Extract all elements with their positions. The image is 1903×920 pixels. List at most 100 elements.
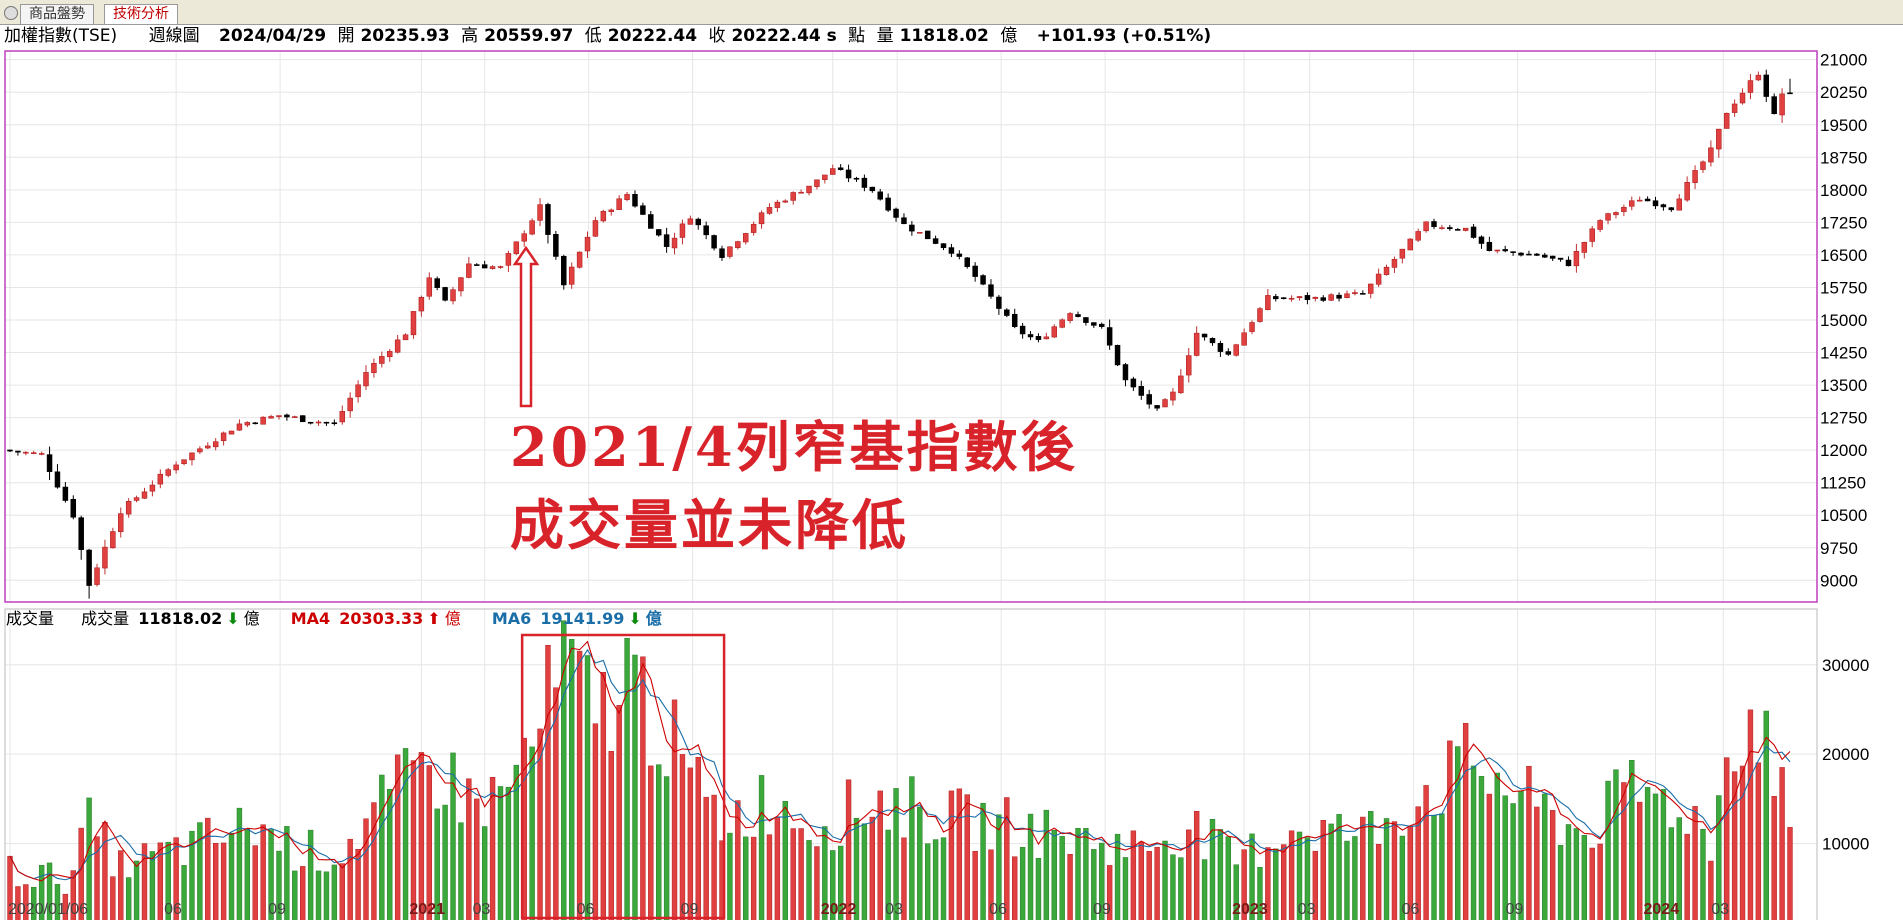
candle-body	[1478, 236, 1485, 244]
volume-bar	[442, 804, 448, 920]
volume-bar	[1455, 746, 1461, 920]
candle-body	[54, 471, 61, 488]
time-tick-label: 2023	[1232, 901, 1268, 918]
candle-body	[1787, 92, 1793, 95]
candle-body	[1716, 128, 1722, 150]
candle-body	[386, 351, 393, 358]
tab-technical-analysis[interactable]: 技術分析	[104, 4, 178, 24]
volume-bar	[671, 699, 678, 920]
price-tick-label: 17250	[1820, 213, 1867, 232]
candle-body	[1636, 199, 1643, 202]
candle-body	[996, 296, 1002, 309]
volume-bar	[70, 870, 76, 920]
unit-label: 點	[848, 26, 866, 46]
candle-body	[1288, 297, 1295, 300]
candle-body	[1138, 386, 1145, 396]
arrow-down-icon: ⬇	[226, 609, 240, 628]
volume-bar	[909, 776, 915, 920]
candle-body	[893, 208, 899, 218]
volume-bar	[1114, 833, 1121, 920]
candle-body	[1059, 319, 1065, 328]
symbol-name: 加權指數(TSE)	[4, 26, 118, 46]
volume-bar	[790, 828, 796, 920]
price-panel-frame	[4, 50, 1818, 603]
volume-bar	[1019, 847, 1026, 920]
volume-bar	[315, 870, 322, 920]
candle-body	[1162, 399, 1168, 408]
candle-body	[1186, 355, 1192, 376]
volume-bar	[1478, 776, 1485, 920]
volume-bar	[1344, 840, 1350, 920]
tab-bar-menu-icon[interactable]	[4, 6, 18, 20]
candle-body	[814, 179, 820, 187]
volume-bar	[687, 767, 694, 920]
candle-body	[1170, 391, 1176, 401]
volume-bar	[1004, 797, 1010, 920]
tab-market-overview[interactable]: 商品盤勢	[20, 4, 94, 24]
price-tick-label: 20250	[1820, 83, 1867, 102]
volume-bar	[46, 862, 53, 920]
volume-bar	[1510, 803, 1516, 920]
candle-body	[1193, 332, 1200, 356]
volume-bar	[1739, 765, 1746, 920]
candle-body	[70, 498, 77, 518]
volume-bar	[1526, 765, 1532, 920]
candle-body	[711, 235, 717, 249]
highlight-box	[520, 633, 726, 920]
candle-body	[426, 277, 433, 297]
candle-body	[735, 241, 741, 249]
low-value: 20222.44	[607, 26, 698, 46]
candle-body	[62, 486, 69, 501]
volume-bar	[1549, 810, 1556, 920]
close-label: 收	[708, 26, 726, 46]
candle-body	[1542, 254, 1548, 258]
candle-body	[331, 422, 338, 425]
volume-bar	[537, 728, 543, 920]
candle-body	[750, 223, 757, 233]
open-label: 開	[337, 26, 355, 46]
volume-bar	[133, 860, 140, 920]
chart-area[interactable]: 9000 9750 10500 11250 12000 12750 13500 14250 15…	[0, 48, 1903, 920]
volume-bar	[252, 845, 258, 920]
volume-bar	[964, 794, 970, 920]
candle-body	[1763, 74, 1770, 97]
volume-bar	[1336, 814, 1342, 920]
candle-body	[940, 243, 947, 249]
candle-body	[102, 546, 108, 569]
volume-bar	[1486, 793, 1493, 920]
candle-body	[450, 289, 456, 302]
candle-body	[1233, 344, 1239, 356]
candle-body	[853, 177, 860, 180]
volume-bar	[1146, 851, 1152, 920]
volume-bar	[418, 752, 425, 920]
candle-body	[837, 167, 844, 170]
volume-bar	[600, 672, 607, 920]
volume-bar	[845, 779, 852, 920]
candle-body	[1114, 344, 1121, 366]
candle-body	[228, 430, 235, 435]
candle-body	[600, 211, 607, 222]
candle-body	[94, 567, 100, 585]
volume-bar	[1621, 782, 1627, 920]
volume-bar	[1779, 767, 1785, 920]
volume-bar	[1383, 818, 1390, 920]
period-label[interactable]: 週線圖	[148, 26, 200, 46]
candle-body	[481, 264, 488, 269]
candle-body	[1399, 248, 1406, 259]
candle-body	[1486, 241, 1493, 252]
volume-bar	[102, 822, 108, 920]
candle-body	[956, 253, 963, 257]
volume-bar	[1763, 710, 1769, 920]
candle-body	[703, 225, 709, 236]
candle-body	[1201, 333, 1208, 338]
volume-bar	[1265, 847, 1271, 920]
candle-body	[1454, 229, 1461, 231]
volume-bar	[497, 786, 504, 920]
time-tick-label: 03	[1298, 901, 1316, 918]
volume-value: 11818.02	[899, 26, 989, 46]
volume-bar	[869, 816, 876, 920]
ohlc-header: 加權指數(TSE) 週線圖 2024/04/29 開 20235.93 高 2055…	[4, 25, 1217, 47]
volume-bar	[355, 848, 361, 920]
volume-bar	[632, 654, 638, 920]
candle-body	[545, 204, 551, 235]
